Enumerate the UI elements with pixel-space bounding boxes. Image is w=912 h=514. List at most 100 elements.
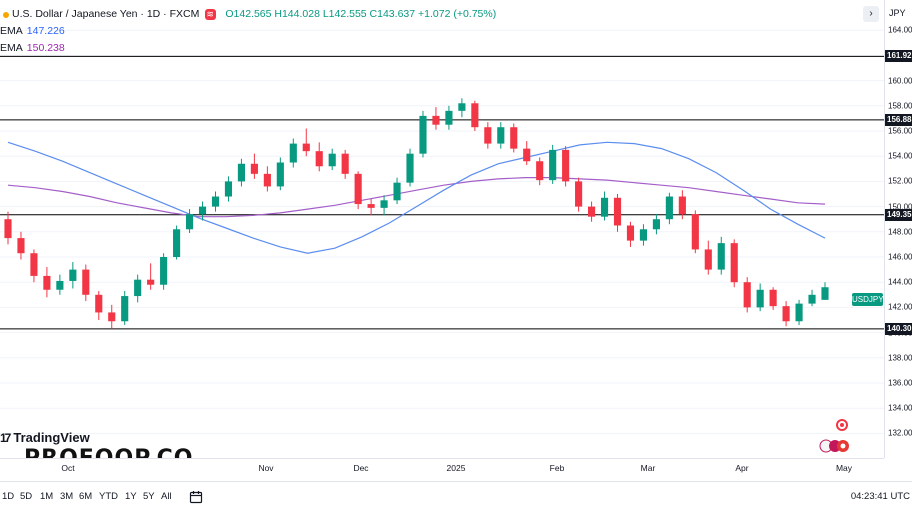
price-chart[interactable] bbox=[0, 0, 884, 458]
candle-body-28 bbox=[367, 204, 375, 208]
time-label-7: May bbox=[835, 463, 853, 473]
period-button-5d[interactable]: 5D bbox=[20, 491, 33, 502]
candle-body-21 bbox=[276, 162, 284, 187]
candle-body-14 bbox=[185, 214, 194, 230]
candle-body-8 bbox=[108, 312, 116, 322]
price-tick-11: 142.000 bbox=[888, 302, 912, 312]
period-button-ytd[interactable]: YTD bbox=[99, 491, 118, 502]
period-button-1m[interactable]: 1M bbox=[40, 491, 54, 502]
candle-body-23 bbox=[302, 143, 310, 152]
price-axis[interactable]: JPY 164.000162.000160.000158.000156.0001… bbox=[884, 0, 912, 458]
price-tick-16: 132.000 bbox=[888, 428, 912, 438]
candle-body-17 bbox=[224, 181, 233, 197]
symbol-title[interactable]: U.S. Dollar / Japanese Yen · 1D · FXCM bbox=[12, 8, 200, 20]
time-label-4: Feb bbox=[549, 463, 565, 473]
candle-body-37 bbox=[484, 127, 492, 144]
time-label-6: Apr bbox=[735, 463, 749, 473]
ema-fast-line bbox=[7, 141, 826, 254]
candle-body-0 bbox=[4, 219, 12, 239]
tradingview-wordmark: TradingView bbox=[13, 430, 90, 445]
price-tick-8: 148.000 bbox=[888, 227, 912, 237]
price-tick-4: 156.000 bbox=[888, 126, 912, 136]
time-label-3: 2025 bbox=[446, 463, 466, 473]
period-button-5y[interactable]: 5Y bbox=[143, 491, 155, 502]
candle-body-20 bbox=[263, 173, 271, 187]
currency-label: JPY bbox=[889, 8, 906, 18]
chart-area[interactable]: U.S. Dollar / Japanese Yen · 1D · FXCM O… bbox=[0, 0, 884, 458]
candle-body-32 bbox=[419, 115, 427, 154]
collapse-panel-icon[interactable]: › bbox=[863, 6, 879, 22]
alert-icon[interactable] bbox=[836, 419, 848, 431]
candle-body-35 bbox=[458, 103, 466, 111]
ohlc-values: O142.565 H144.028 L142.555 C143.637 +1.0… bbox=[225, 8, 497, 20]
time-axis[interactable]: Oct Nov Dec 2025 Feb Mar Apr May bbox=[0, 458, 884, 481]
candle-body-7 bbox=[95, 294, 103, 313]
candle-body-53 bbox=[691, 214, 699, 250]
candle-body-63 bbox=[821, 287, 829, 300]
time-label-2: Dec bbox=[353, 463, 369, 473]
candle-body-24 bbox=[315, 151, 323, 167]
ema2-label: EMA bbox=[0, 42, 23, 54]
period-button-all[interactable]: All bbox=[161, 491, 172, 502]
candle-body-50 bbox=[652, 219, 660, 230]
candle-body-31 bbox=[406, 153, 414, 183]
candle-body-43 bbox=[562, 149, 570, 182]
legend-ema1-row[interactable]: EMA 147.226 bbox=[0, 23, 496, 40]
watermark: PROFOOP.CO bbox=[24, 446, 194, 458]
currency-flags-icon[interactable] bbox=[819, 438, 851, 454]
ema2-value: 150.238 bbox=[26, 42, 65, 54]
ema1-value: 147.226 bbox=[26, 25, 65, 37]
candle-body-39 bbox=[510, 127, 518, 149]
candle-body-30 bbox=[393, 182, 401, 201]
price-tick-5: 154.000 bbox=[888, 151, 912, 161]
tradingview-logo[interactable]: 17 TradingView bbox=[0, 430, 90, 445]
candle-body-19 bbox=[250, 163, 258, 174]
candle-body-52 bbox=[678, 196, 686, 215]
ema-slow-line bbox=[7, 177, 826, 218]
candle-body-16 bbox=[211, 196, 220, 207]
candle-body-2 bbox=[30, 253, 38, 276]
ema1-label: EMA bbox=[0, 25, 23, 37]
candle-body-54 bbox=[704, 249, 712, 270]
clock[interactable]: 04:23:41 UTC bbox=[850, 491, 910, 502]
candle-body-11 bbox=[147, 279, 155, 285]
market-status-icon bbox=[3, 11, 9, 18]
candle-body-62 bbox=[808, 294, 816, 304]
candle-body-1 bbox=[17, 238, 25, 254]
candle-body-29 bbox=[380, 200, 388, 208]
level-label-1: 156.88 bbox=[885, 113, 912, 126]
candle-body-57 bbox=[743, 282, 751, 308]
candle-body-6 bbox=[82, 269, 90, 295]
date-range-icon[interactable] bbox=[189, 490, 203, 504]
candle-body-49 bbox=[639, 229, 648, 241]
legend-ema2-row[interactable]: EMA 150.238 bbox=[0, 40, 496, 57]
tradingview-mark-icon: 17 bbox=[0, 430, 11, 445]
candle-body-33 bbox=[432, 115, 440, 125]
time-label-0: Oct bbox=[61, 463, 75, 473]
candle-body-12 bbox=[160, 257, 168, 285]
candle-body-13 bbox=[173, 229, 181, 257]
candle-body-45 bbox=[588, 206, 596, 217]
price-tick-10: 144.000 bbox=[888, 277, 912, 287]
candle-body-34 bbox=[445, 110, 453, 125]
level-label-0: 161.92 bbox=[885, 50, 912, 63]
period-button-6m[interactable]: 6M bbox=[79, 491, 93, 502]
price-tick-9: 146.000 bbox=[888, 252, 912, 262]
candle-body-61 bbox=[795, 303, 803, 322]
candle-body-60 bbox=[782, 306, 790, 322]
candle-body-47 bbox=[613, 197, 622, 226]
price-tick-2: 160.000 bbox=[888, 76, 912, 86]
price-tick-14: 136.000 bbox=[888, 378, 912, 388]
candle-body-38 bbox=[497, 127, 505, 144]
candle-body-40 bbox=[523, 148, 531, 162]
candle-body-18 bbox=[237, 163, 245, 182]
candle-body-46 bbox=[600, 197, 609, 217]
price-tick-13: 138.000 bbox=[888, 353, 912, 363]
candle-body-26 bbox=[341, 153, 349, 174]
period-button-3m[interactable]: 3M bbox=[60, 491, 74, 502]
period-button-1y[interactable]: 1Y bbox=[125, 491, 137, 502]
period-button-1d[interactable]: 1D bbox=[2, 491, 15, 502]
data-source-icon[interactable] bbox=[205, 6, 217, 23]
legend-symbol-row[interactable]: U.S. Dollar / Japanese Yen · 1D · FXCM O… bbox=[0, 6, 496, 23]
candle-body-27 bbox=[354, 173, 362, 205]
